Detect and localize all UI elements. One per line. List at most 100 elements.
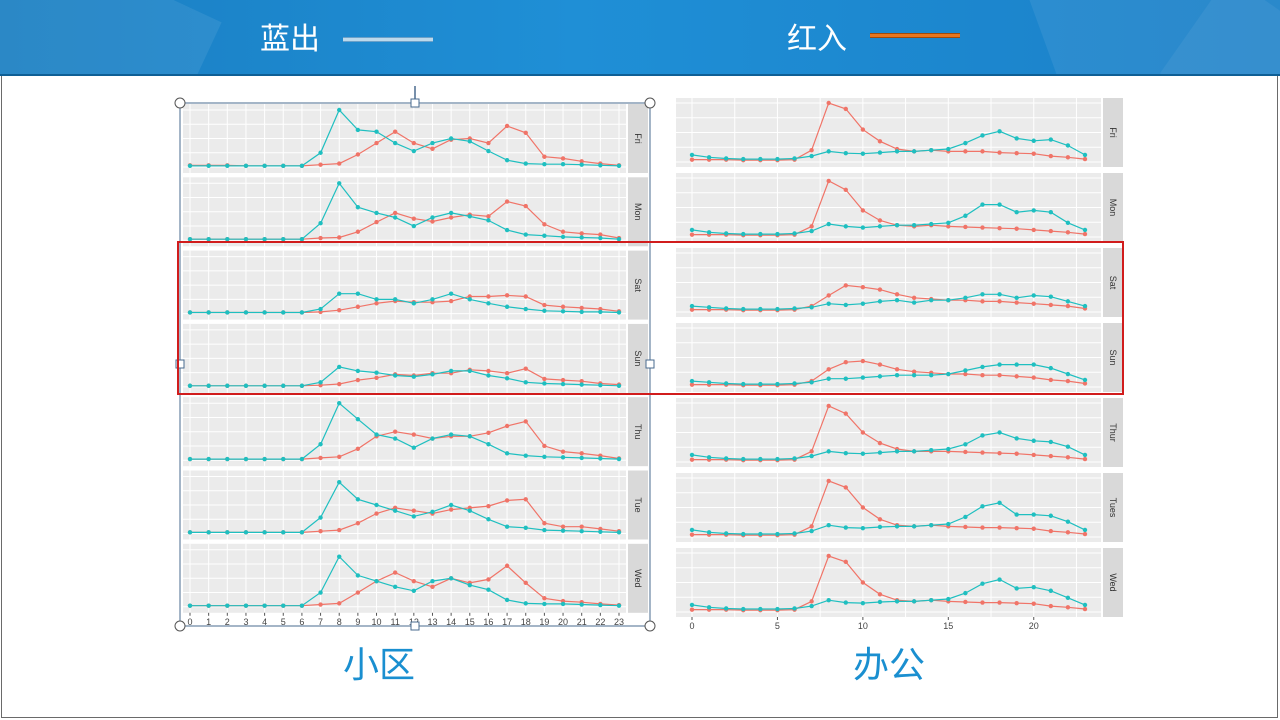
teal-data-point xyxy=(963,368,968,373)
teal-data-point xyxy=(206,456,211,462)
resize-handle xyxy=(645,359,655,369)
teal-data-point xyxy=(579,602,584,607)
teal-data-point xyxy=(281,456,286,462)
teal-data-point xyxy=(337,107,342,113)
facet-strip xyxy=(1103,473,1123,542)
teal-data-point xyxy=(374,502,379,508)
salmon-data-point xyxy=(374,511,379,516)
teal-data-point xyxy=(281,530,286,535)
salmon-data-point xyxy=(980,299,985,304)
teal-data-point xyxy=(809,453,814,459)
teal-data-point xyxy=(430,578,435,584)
facet-panel-wed: Wed xyxy=(676,548,1123,617)
teal-data-point xyxy=(826,449,831,454)
teal-data-point xyxy=(1048,137,1054,142)
teal-data-point xyxy=(355,573,361,578)
salmon-data-point xyxy=(337,454,342,459)
teal-data-point xyxy=(243,383,249,388)
salmon-data-point xyxy=(355,377,361,383)
teal-data-point xyxy=(1065,220,1071,226)
teal-data-point xyxy=(337,291,342,296)
teal-data-point xyxy=(392,373,398,378)
teal-data-point xyxy=(523,161,528,166)
teal-data-point xyxy=(877,150,883,155)
teal-data-point xyxy=(411,148,417,154)
teal-data-point xyxy=(187,163,193,169)
teal-data-point xyxy=(225,603,230,608)
teal-data-point xyxy=(318,590,323,595)
teal-data-point xyxy=(980,364,985,370)
teal-data-point xyxy=(723,156,729,161)
salmon-data-point xyxy=(689,382,695,387)
salmon-data-point xyxy=(963,224,968,230)
teal-data-point xyxy=(206,603,211,608)
facet-strip xyxy=(628,177,648,247)
teal-data-point xyxy=(299,236,305,242)
teal-data-point xyxy=(877,450,883,455)
teal-data-point xyxy=(392,215,398,220)
title-bar xyxy=(0,0,1280,74)
salmon-data-point xyxy=(1048,453,1054,459)
facet-strip-label: Wed xyxy=(1108,573,1118,591)
salmon-data-point xyxy=(826,367,831,372)
teal-data-point xyxy=(616,236,622,242)
teal-data-point xyxy=(504,524,510,529)
teal-data-point xyxy=(775,606,780,612)
salmon-data-point xyxy=(1082,606,1088,612)
teal-data-point xyxy=(430,509,435,515)
teal-data-point xyxy=(579,529,584,534)
teal-data-point xyxy=(542,527,547,533)
teal-data-point xyxy=(318,221,323,226)
facet-panel-tue: Tue xyxy=(183,470,648,540)
salmon-data-point xyxy=(843,559,848,565)
facet-panel-thu: Thu xyxy=(183,397,648,467)
teal-data-point xyxy=(616,310,622,315)
salmon-data-point xyxy=(877,218,883,223)
teal-data-point xyxy=(741,306,746,312)
facet-panel-mon: Mon xyxy=(183,177,648,247)
salmon-data-point xyxy=(843,411,848,416)
facet-strip xyxy=(628,397,648,467)
teal-data-point xyxy=(843,302,848,308)
teal-data-point xyxy=(1065,143,1071,148)
teal-data-point xyxy=(706,530,712,535)
teal-data-point xyxy=(337,554,342,559)
teal-data-point xyxy=(792,156,797,161)
teal-data-point xyxy=(980,292,985,297)
teal-data-point xyxy=(1014,210,1019,215)
x-tick-label: 22 xyxy=(595,617,605,627)
teal-data-point xyxy=(504,157,510,163)
teal-data-point xyxy=(689,303,695,309)
left-chart-caption: 小区 xyxy=(343,645,416,686)
teal-data-point xyxy=(929,148,934,153)
salmon-data-point xyxy=(980,600,985,605)
teal-series-line xyxy=(190,555,620,607)
header-divider xyxy=(0,74,1280,76)
teal-data-point xyxy=(1082,527,1088,533)
teal-data-point xyxy=(741,606,746,612)
facet-strip xyxy=(1103,98,1123,167)
teal-data-point xyxy=(706,380,712,385)
teal-data-point xyxy=(523,601,528,606)
teal-data-point xyxy=(723,306,729,311)
salmon-data-point xyxy=(430,146,435,151)
teal-data-point xyxy=(706,455,712,460)
teal-data-point xyxy=(963,140,968,146)
salmon-data-point xyxy=(318,235,323,241)
teal-data-point xyxy=(542,454,547,459)
teal-data-point xyxy=(448,210,454,216)
teal-data-point xyxy=(542,601,547,607)
teal-data-point xyxy=(281,383,286,388)
teal-data-point xyxy=(775,306,780,312)
salmon-data-point xyxy=(1048,228,1054,234)
teal-data-point xyxy=(1048,365,1054,371)
teal-data-point xyxy=(723,231,729,236)
facet-panel-wed: Wed xyxy=(183,543,648,613)
teal-data-point xyxy=(523,306,528,312)
teal-data-point xyxy=(860,151,866,156)
salmon-data-point xyxy=(504,423,510,429)
x-tick-label: 5 xyxy=(281,617,286,627)
teal-data-point xyxy=(355,205,361,210)
teal-data-point xyxy=(598,456,603,461)
